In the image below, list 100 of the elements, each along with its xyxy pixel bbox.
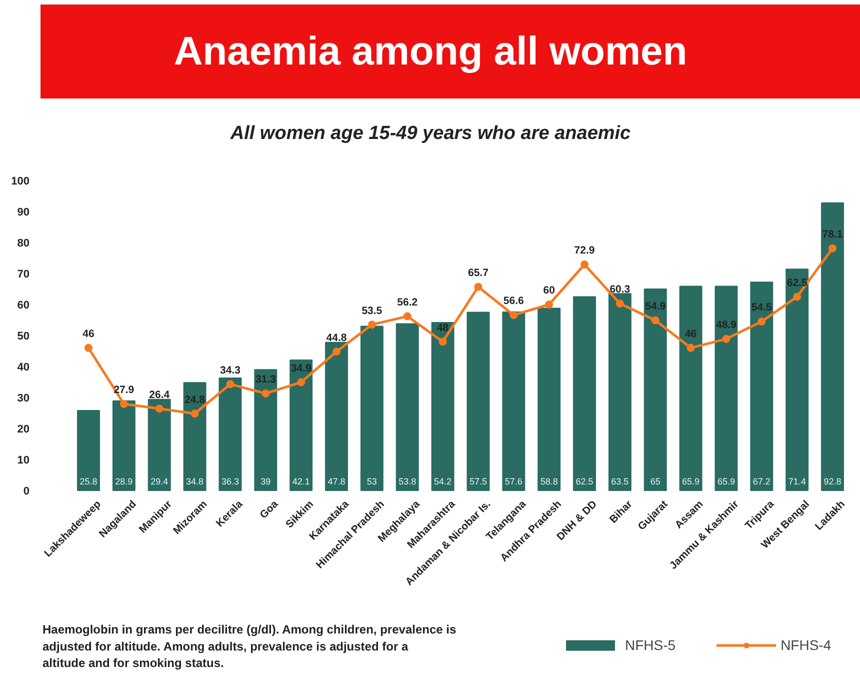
- point: [155, 404, 164, 413]
- y-tick-label: 20: [17, 424, 30, 436]
- point: [190, 410, 199, 418]
- data-label: 28.9: [115, 476, 133, 487]
- bar: [396, 323, 419, 491]
- point: [545, 300, 554, 308]
- bar: [786, 268, 809, 491]
- legend-label: NFHS-5: [625, 637, 676, 653]
- data-label: 29.4: [150, 476, 168, 487]
- data-label: 57.6: [504, 476, 522, 487]
- bar: [112, 400, 136, 491]
- point: [686, 344, 695, 352]
- point: [474, 282, 482, 291]
- point: [438, 338, 447, 346]
- bar: [608, 293, 632, 491]
- data-label: 53: [366, 476, 377, 487]
- data-label: 34.9: [290, 362, 312, 374]
- bar: [218, 377, 242, 491]
- data-label: 31.3: [255, 374, 276, 386]
- data-label: 48.9: [716, 319, 737, 332]
- data-label: 53.5: [362, 304, 382, 317]
- point: [510, 311, 518, 320]
- data-label: 60.3: [610, 284, 630, 296]
- data-label: 67.2: [752, 476, 770, 487]
- data-label: 58.8: [540, 476, 558, 487]
- point: [297, 378, 306, 386]
- x-tick-label: Goa: [258, 498, 281, 522]
- bar: [538, 308, 561, 491]
- point: [722, 334, 730, 343]
- data-label: 48: [436, 322, 449, 334]
- data-label: 56.6: [503, 295, 524, 308]
- bar: [290, 359, 313, 491]
- data-label: 65.9: [717, 476, 735, 487]
- point: [793, 292, 802, 301]
- bar: [750, 282, 774, 491]
- data-label: 63.5: [611, 476, 629, 487]
- y-tick-label: 70: [17, 268, 30, 280]
- bar: [679, 286, 702, 491]
- bar: [148, 398, 171, 491]
- y-tick-label: 30: [17, 392, 30, 404]
- bar: [714, 286, 738, 491]
- data-label: 44.8: [326, 332, 347, 344]
- point: [262, 389, 270, 398]
- data-label: 57.5: [469, 476, 487, 487]
- data-label: 26.4: [149, 388, 170, 401]
- data-label: 78.1: [822, 228, 843, 241]
- y-tick-label: 100: [11, 176, 30, 188]
- data-label: 46: [684, 328, 697, 340]
- y-tick-label: 40: [17, 362, 30, 374]
- data-label: 62.5: [576, 476, 594, 487]
- data-label: 92.8: [824, 476, 842, 487]
- data-label: 65: [650, 476, 660, 487]
- bar: [360, 326, 384, 491]
- data-label: 46: [82, 328, 94, 340]
- point: [403, 312, 412, 320]
- bar: [325, 342, 348, 491]
- y-tick-label: 90: [17, 206, 30, 218]
- bar: [254, 369, 278, 491]
- data-label: 62.5: [786, 276, 808, 289]
- chart-title: Anaemia among all women: [174, 30, 688, 74]
- y-tick-label: 80: [17, 238, 30, 250]
- data-label: 72.9: [574, 244, 595, 257]
- data-label: 34.3: [220, 364, 241, 376]
- data-label: 47.8: [328, 476, 346, 487]
- point: [651, 316, 660, 324]
- bar: [821, 202, 844, 491]
- data-label: 65.7: [468, 266, 489, 279]
- data-label: 34.8: [186, 476, 204, 487]
- data-label: 53.8: [398, 476, 416, 487]
- bar: [183, 382, 206, 491]
- text: Haemoglobin in grams per decilitre (g/dl). Among children, prevalence is adjusted for altitude. Among adults, prevalence is adjusted for a altitude and for smoking status.: [42, 622, 456, 670]
- y-tick-label: 50: [17, 330, 30, 342]
- data-label: 56.2: [397, 296, 418, 308]
- point: [758, 318, 766, 326]
- bar: [431, 322, 454, 491]
- point: [120, 400, 128, 408]
- data-label: 25.8: [80, 476, 98, 487]
- point: [332, 348, 340, 356]
- point: [84, 344, 92, 352]
- y-tick-label: 0: [23, 486, 30, 498]
- y-tick-label: 10: [17, 454, 30, 466]
- bar: [466, 312, 490, 491]
- data-label: 60: [543, 284, 556, 297]
- bar: [77, 410, 100, 491]
- data-label: 54.5: [751, 302, 772, 314]
- data-label: 65.9: [682, 476, 700, 487]
- data-label: 42.1: [292, 476, 310, 487]
- point: [616, 300, 624, 308]
- point: [828, 244, 836, 252]
- data-label: 54.2: [434, 476, 452, 487]
- bar: [573, 296, 596, 491]
- chart-subtitle: All women age 15-49 years who are anaemic: [229, 123, 632, 144]
- bar: [502, 311, 526, 491]
- point: [368, 320, 376, 329]
- y-tick-label: 60: [17, 300, 30, 312]
- data-label: 54.9: [645, 300, 666, 312]
- data-label: 39: [260, 476, 271, 487]
- point: [580, 260, 588, 269]
- data-label: 71.4: [788, 476, 806, 487]
- data-label: 36.3: [221, 476, 239, 487]
